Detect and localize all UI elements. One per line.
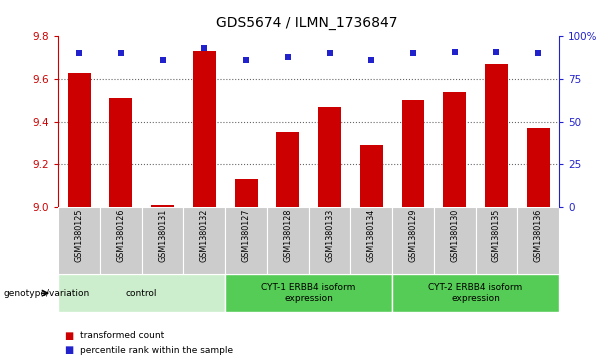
Text: CYT-1 ERBB4 isoform
expression: CYT-1 ERBB4 isoform expression	[262, 284, 356, 303]
Point	[74, 50, 84, 56]
Text: GDS5674 / ILMN_1736847: GDS5674 / ILMN_1736847	[216, 16, 397, 30]
Bar	[318, 107, 341, 207]
Bar	[434, 207, 476, 274]
Bar	[267, 207, 309, 274]
Text: GSM1380136: GSM1380136	[534, 209, 543, 262]
Text: GSM1380126: GSM1380126	[116, 209, 125, 262]
Bar	[351, 207, 392, 274]
Text: ■: ■	[64, 345, 74, 355]
Bar	[443, 92, 466, 207]
Bar	[225, 207, 267, 274]
Bar	[276, 132, 299, 207]
Text: GSM1380125: GSM1380125	[75, 209, 83, 262]
Bar	[100, 207, 142, 274]
Point	[241, 57, 251, 63]
Bar	[308, 207, 351, 274]
Bar	[392, 274, 559, 312]
Text: genotype/variation: genotype/variation	[3, 289, 89, 298]
Text: GSM1380130: GSM1380130	[450, 209, 459, 262]
Bar	[67, 73, 91, 207]
Text: GSM1380127: GSM1380127	[242, 209, 251, 262]
Text: GSM1380134: GSM1380134	[367, 209, 376, 262]
Text: CYT-2 ERBB4 isoform
expression: CYT-2 ERBB4 isoform expression	[428, 284, 523, 303]
Bar	[360, 145, 383, 207]
Text: percentile rank within the sample: percentile rank within the sample	[80, 346, 233, 355]
Point	[408, 50, 418, 56]
Bar	[183, 207, 225, 274]
Point	[450, 49, 460, 54]
Point	[325, 50, 335, 56]
Bar	[476, 207, 517, 274]
Text: ■: ■	[64, 331, 74, 341]
Point	[116, 50, 126, 56]
Bar	[142, 207, 183, 274]
Text: GSM1380128: GSM1380128	[283, 209, 292, 262]
Bar	[527, 128, 550, 207]
Bar	[485, 64, 508, 207]
Text: control: control	[126, 289, 158, 298]
Point	[199, 45, 209, 51]
Bar	[225, 274, 392, 312]
Point	[492, 49, 501, 54]
Bar	[193, 51, 216, 207]
Bar	[402, 100, 424, 207]
Point	[158, 57, 167, 63]
Text: GSM1380135: GSM1380135	[492, 209, 501, 262]
Point	[367, 57, 376, 63]
Point	[533, 50, 543, 56]
Text: GSM1380132: GSM1380132	[200, 209, 209, 262]
Text: GSM1380131: GSM1380131	[158, 209, 167, 262]
Text: GSM1380129: GSM1380129	[408, 209, 417, 262]
Bar	[109, 98, 132, 207]
Bar	[235, 179, 257, 207]
Bar	[392, 207, 434, 274]
Bar	[58, 274, 225, 312]
Bar	[58, 207, 100, 274]
Point	[283, 54, 292, 60]
Text: transformed count: transformed count	[80, 331, 164, 340]
Bar	[517, 207, 559, 274]
Text: GSM1380133: GSM1380133	[325, 209, 334, 262]
Bar	[151, 205, 174, 207]
